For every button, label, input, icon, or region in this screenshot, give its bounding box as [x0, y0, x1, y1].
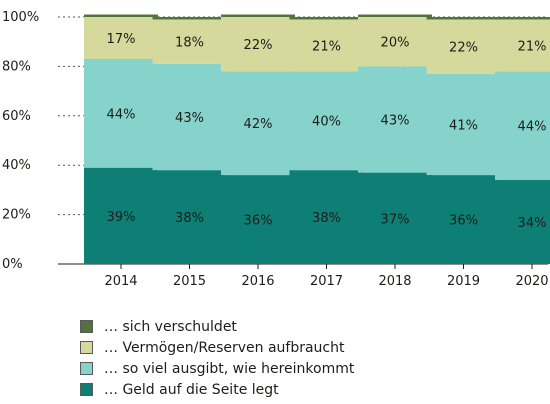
legend-label-debt: … sich verschuldet	[104, 318, 237, 335]
bar-segment	[221, 14, 295, 17]
x-axis: 2014 2015 2016 2017 2018 2019 2020	[104, 264, 549, 289]
x-tick-label: 2015	[173, 274, 206, 289]
data-label: 37%	[381, 212, 410, 227]
data-label: 42%	[244, 117, 273, 132]
legend-swatch-saves	[80, 383, 93, 396]
data-label: 44%	[107, 107, 136, 122]
bar-segment	[426, 73, 501, 176]
x-tick-label: 2018	[378, 274, 411, 289]
y-axis: 0% 20% 40% 60% 80% 100%	[2, 10, 39, 272]
legend: … sich verschuldet … Vermögen/Reserven a…	[80, 316, 354, 400]
data-label: 44%	[518, 120, 547, 135]
legend-item-spends-income: … so viel ausgibt, wie hereinkommt	[80, 358, 354, 379]
data-label: 22%	[449, 41, 478, 56]
legend-item-reserves: … Vermögen/Reserven aufbraucht	[80, 337, 354, 358]
legend-swatch-reserves	[80, 341, 93, 354]
bar-segment	[84, 167, 158, 264]
data-label: 21%	[312, 39, 341, 54]
bar-segment	[152, 17, 227, 20]
data-label: 39%	[107, 210, 136, 225]
bar-segment	[358, 14, 432, 17]
bar-segment	[289, 19, 364, 72]
data-label: 36%	[244, 214, 273, 229]
bar-segment	[495, 19, 550, 72]
y-tick-label: 60%	[2, 109, 31, 124]
data-label: 34%	[518, 216, 547, 231]
bar-segment	[358, 172, 432, 264]
legend-item-debt: … sich verschuldet	[80, 316, 354, 337]
data-label: 20%	[381, 36, 410, 51]
legend-item-saves: … Geld auf die Seite legt	[80, 379, 354, 400]
data-label: 43%	[175, 111, 204, 126]
data-label: 17%	[107, 32, 136, 47]
legend-swatch-spends-income	[80, 362, 93, 375]
data-label: 22%	[244, 38, 273, 53]
bar-segment	[84, 14, 158, 17]
y-tick-label: 100%	[2, 10, 39, 25]
bar-segment	[426, 19, 501, 74]
bar-segment	[495, 17, 550, 20]
bar-segment	[221, 17, 295, 72]
data-label: 40%	[312, 115, 341, 130]
x-tick-label: 2019	[447, 274, 480, 289]
legend-swatch-debt	[80, 320, 93, 333]
data-label: 41%	[449, 118, 478, 133]
x-tick-label: 2016	[241, 274, 274, 289]
data-label: 18%	[175, 36, 204, 51]
bars: 39% 44% 17% 38% 43% 18% 36% 42% 22% 38% 40% 21% 37% 4…	[84, 14, 550, 264]
y-tick-label: 20%	[2, 208, 31, 223]
x-tick-label: 2017	[310, 274, 343, 289]
bar-segment	[221, 175, 295, 264]
bar-segment	[358, 17, 432, 67]
bar-segment	[495, 71, 550, 181]
data-label: 38%	[312, 211, 341, 226]
x-tick-label: 2020	[515, 274, 548, 289]
legend-label-saves: … Geld auf die Seite legt	[104, 381, 279, 398]
data-label: 38%	[175, 211, 204, 226]
legend-label-reserves: … Vermögen/Reserven aufbraucht	[104, 339, 345, 356]
bar-segment	[358, 66, 432, 173]
bar-segment	[289, 71, 364, 171]
bar-segment	[152, 170, 227, 264]
bar-segment	[84, 58, 158, 168]
bar-segment	[426, 175, 501, 264]
bar-segment	[289, 170, 364, 264]
y-tick-label: 40%	[2, 158, 31, 173]
bar-segment	[221, 71, 295, 176]
y-tick-label: 0%	[2, 257, 23, 272]
legend-label-spends-income: … so viel ausgibt, wie hereinkommt	[104, 360, 355, 377]
stacked-bar-chart: 0% 20% 40% 60% 80% 100% 39% 44% 17% 38% 43% 18% 36%…	[2, 10, 550, 289]
data-label: 21%	[518, 39, 547, 54]
bar-segment	[495, 180, 550, 264]
data-label: 43%	[381, 114, 410, 129]
y-tick-label: 80%	[2, 59, 31, 74]
bar-segment	[152, 63, 227, 171]
bar-segment	[426, 17, 501, 20]
bar-segment	[84, 17, 158, 59]
bar-segment	[289, 17, 364, 20]
data-label: 36%	[449, 214, 478, 229]
x-tick-label: 2014	[104, 274, 137, 289]
bar-segment	[152, 19, 227, 64]
